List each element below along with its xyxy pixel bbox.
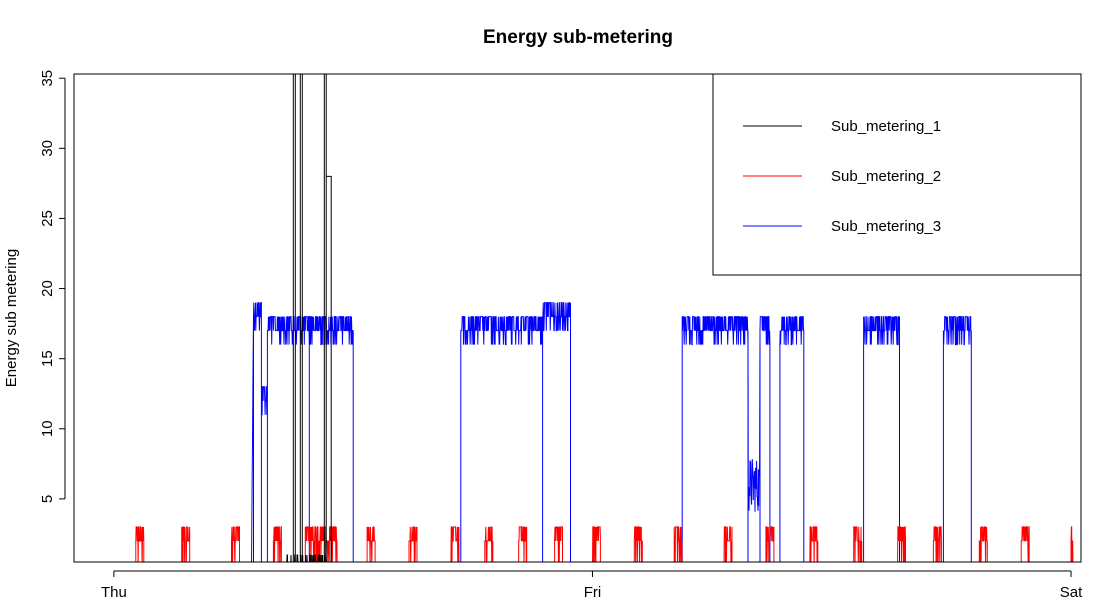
y-axis-label: Energy sub metering	[3, 249, 20, 387]
x-axis: Thu Fri Sat	[101, 570, 1083, 601]
y-tick-label: 5	[39, 495, 56, 503]
y-tick-label: 30	[39, 140, 56, 157]
legend-box	[712, 73, 1082, 276]
chart-title: Energy sub-metering	[483, 27, 673, 48]
x-tick-label: Thu	[101, 584, 127, 601]
legend-label: Sub_metering_1	[831, 118, 941, 135]
x-tick-label: Sat	[1060, 584, 1083, 601]
y-tick-label: 15	[39, 350, 56, 367]
series-line-sub-metering-3	[251, 302, 972, 562]
series-line-sub-metering-2	[135, 526, 1074, 562]
x-tick-label: Fri	[584, 584, 602, 601]
legend: Sub_metering_1 Sub_metering_2 Sub_metering…	[712, 73, 1082, 276]
y-tick-label: 10	[39, 420, 56, 437]
y-tick-label: 35	[39, 70, 56, 87]
legend-label: Sub_metering_3	[831, 218, 941, 235]
y-tick-label: 20	[39, 280, 56, 297]
y-axis: 5 10 15 20 25 30 35	[39, 70, 66, 503]
series-layer	[135, 74, 1074, 562]
y-tick-label: 25	[39, 210, 56, 227]
legend-label: Sub_metering_2	[831, 168, 941, 185]
plot-frame	[73, 73, 1082, 563]
